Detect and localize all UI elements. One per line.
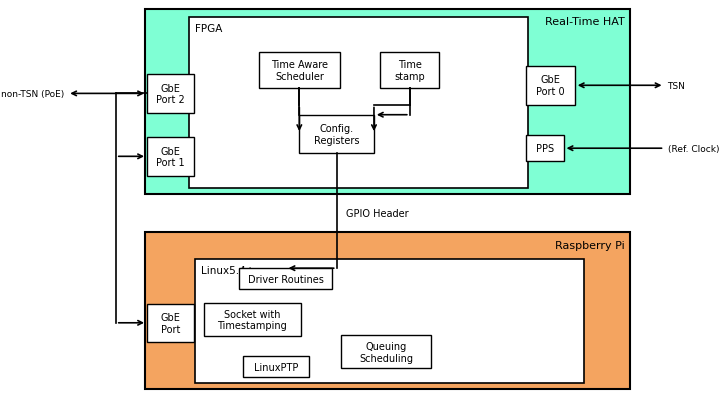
Bar: [239, 269, 333, 290]
Text: Time
stamp: Time stamp: [395, 60, 425, 82]
Text: GbE
Port: GbE Port: [161, 312, 180, 334]
Bar: [189, 18, 528, 188]
Bar: [147, 304, 194, 342]
Text: TSN: TSN: [667, 81, 685, 91]
Bar: [204, 303, 300, 336]
Text: GbE
Port 1: GbE Port 1: [156, 146, 184, 168]
Text: Raspberry Pi: Raspberry Pi: [556, 240, 625, 250]
Text: GPIO Header: GPIO Header: [346, 209, 408, 219]
Text: PPS: PPS: [536, 144, 554, 154]
Bar: [259, 53, 340, 89]
Bar: [147, 75, 194, 113]
Bar: [145, 10, 630, 194]
Text: Queuing
Scheduling: Queuing Scheduling: [359, 341, 413, 363]
Text: non-TSN (PoE): non-TSN (PoE): [1, 90, 64, 99]
Text: Socket with
Timestamping: Socket with Timestamping: [217, 309, 287, 330]
Text: (Ref. Clock): (Ref. Clock): [667, 144, 719, 153]
Bar: [380, 53, 439, 89]
Text: Linux5.4+: Linux5.4+: [201, 265, 254, 275]
Text: FPGA: FPGA: [195, 24, 222, 34]
Text: Real-Time HAT: Real-Time HAT: [546, 17, 625, 28]
Text: Config.
Registers: Config. Registers: [314, 124, 359, 145]
Bar: [147, 138, 194, 176]
Text: Driver Routines: Driver Routines: [248, 274, 323, 284]
Bar: [243, 356, 309, 377]
Bar: [300, 115, 374, 154]
Bar: [526, 67, 575, 105]
Text: LinuxPTP: LinuxPTP: [254, 362, 298, 372]
Bar: [526, 136, 564, 162]
Bar: [195, 259, 584, 383]
Bar: [341, 335, 431, 369]
Text: GbE
Port 2: GbE Port 2: [156, 83, 184, 105]
Text: GbE
Port 0: GbE Port 0: [536, 75, 565, 97]
Bar: [145, 233, 630, 389]
Text: Time Aware
Scheduler: Time Aware Scheduler: [271, 60, 328, 82]
